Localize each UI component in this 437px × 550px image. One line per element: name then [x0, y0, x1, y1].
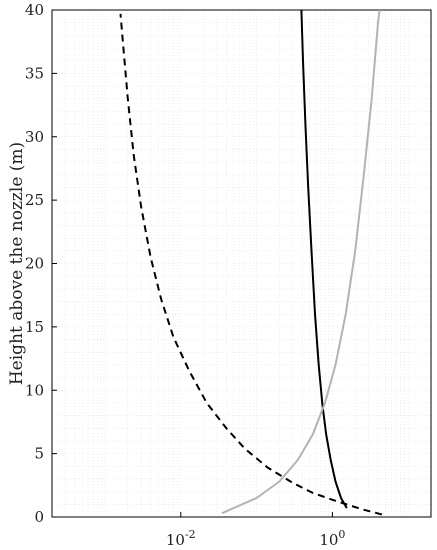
- series-line-3: [221, 9, 381, 515]
- y-tick-label: 10: [25, 381, 44, 399]
- ticks: 0 5 10 15 20 25 30 35 40 10-2 100: [25, 1, 346, 549]
- x-tick-label: 10-2: [166, 528, 196, 549]
- y-axis-title: Height above the nozzle (m): [7, 142, 27, 385]
- x-tick-label: 100: [319, 528, 345, 549]
- y-tick-label: 40: [25, 1, 44, 19]
- y-tick-label: 25: [25, 191, 44, 209]
- y-tick-label: 5: [34, 445, 44, 463]
- series-line-1: [119, 13, 383, 516]
- y-tick-label: 30: [25, 128, 44, 146]
- series-group: [119, 9, 383, 516]
- y-tick-label: 0: [34, 508, 44, 526]
- series-line-2: [300, 9, 348, 509]
- y-tick-label: 15: [25, 318, 44, 336]
- y-tick-label: 35: [25, 64, 44, 82]
- grid: [51, 9, 432, 518]
- y-tick-label: 20: [25, 255, 44, 273]
